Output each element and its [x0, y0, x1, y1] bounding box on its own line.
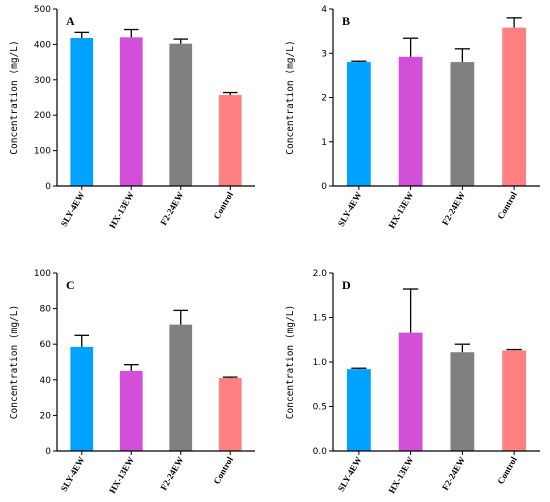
y-tick-label-b-3: 2: [321, 94, 327, 104]
y-tick-label-c-3: 40: [40, 376, 52, 386]
panel-a: SLY-4EW HX-13EW F2-24EW Control 0 100 200 300 40…: [9, 5, 255, 230]
bar-b-1: [346, 62, 371, 186]
panel-d: SLY-4EW HX-13EW F2-24EW Control 0.0 0.5 1.0 1.5…: [285, 269, 540, 495]
y-tick-label-d-5: 2.0: [313, 269, 328, 279]
panel-letter-b: B: [342, 14, 350, 28]
category-label-d-4: Control: [495, 455, 519, 486]
y-tick-label-c-6: 100: [34, 269, 51, 279]
y-tick-label-d-2: 0.5: [313, 403, 327, 413]
y-tick-label-a-1: 0: [45, 182, 51, 192]
panel-letter-d: D: [342, 278, 351, 292]
bar-c-2: [119, 370, 143, 451]
bar-a-3: [169, 43, 193, 186]
category-label-a-4: Control: [211, 190, 235, 221]
y-axis-label-c: Concentration (mg/L): [9, 305, 20, 419]
bar-c-4: [218, 378, 242, 451]
y-tick-label-a-6: 500: [34, 5, 51, 15]
y-tick-label-d-4: 1.5: [313, 314, 327, 324]
category-label-c-2: HX-13EW: [107, 455, 136, 495]
y-tick-label-a-5: 400: [34, 40, 51, 50]
bar-c-3: [169, 324, 193, 451]
category-label-c-1: SLY-4EW: [59, 455, 87, 493]
category-label-c-3: F2-24EW: [158, 455, 185, 492]
y-tick-label-a-3: 200: [34, 111, 51, 121]
panel-letter-a: A: [66, 14, 75, 28]
category-label-b-2: HX-13EW: [386, 190, 415, 230]
category-label-b-4: Control: [495, 190, 519, 221]
y-tick-label-c-4: 60: [40, 340, 52, 350]
category-label-d-1: SLY-4EW: [336, 455, 364, 493]
category-label-a-2: HX-13EW: [107, 190, 136, 230]
category-label-a-3: F2-24EW: [158, 190, 185, 227]
y-axis-label-a: Concentration (mg/L): [9, 40, 20, 154]
bar-a-2: [119, 37, 143, 186]
y-axis-label-b: Concentration (mg/L): [285, 40, 296, 154]
category-label-b-3: F2-24EW: [440, 190, 467, 227]
panel-letter-c: C: [66, 278, 75, 292]
bar-d-3: [450, 352, 475, 451]
y-tick-label-b-1: 0: [321, 182, 327, 192]
y-tick-label-a-4: 300: [34, 76, 51, 86]
bar-d-2: [398, 332, 423, 451]
y-tick-label-c-2: 20: [40, 411, 52, 421]
y-tick-label-d-3: 1.0: [313, 358, 328, 368]
y-axis-label-d: Concentration (mg/L): [285, 305, 296, 419]
panel-c: SLY-4EW HX-13EW F2-24EW Control 0 20 40 60 80 100…: [9, 269, 255, 495]
bar-d-1: [346, 369, 371, 451]
bar-b-2: [398, 56, 423, 186]
y-tick-label-c-1: 0: [45, 447, 51, 457]
category-label-d-2: HX-13EW: [386, 455, 415, 495]
category-label-b-1: SLY-4EW: [336, 190, 364, 228]
y-tick-label-b-2: 1: [321, 138, 327, 148]
bar-c-1: [70, 346, 94, 451]
bar-a-1: [70, 38, 94, 186]
category-label-d-3: F2-24EW: [440, 455, 467, 492]
bar-a-4: [218, 95, 242, 186]
category-label-a-1: SLY-4EW: [59, 190, 87, 228]
y-tick-label-a-2: 100: [34, 147, 51, 157]
panel-b: SLY-4EW HX-13EW F2-24EW Control 0 1 2 3 4 Concent…: [285, 5, 540, 230]
bar-b-3: [450, 62, 475, 186]
bar-d-4: [502, 350, 527, 451]
y-tick-label-c-5: 80: [40, 305, 52, 315]
bar-b-4: [502, 27, 527, 187]
y-tick-label-b-5: 4: [321, 5, 327, 15]
y-tick-label-b-4: 3: [321, 49, 327, 59]
category-label-c-4: Control: [211, 455, 235, 486]
y-tick-label-d-1: 0.0: [313, 447, 328, 457]
